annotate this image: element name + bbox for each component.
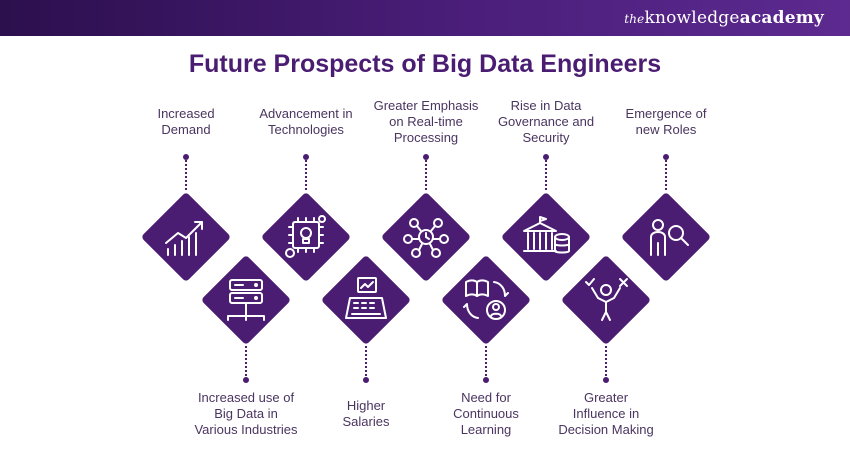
top-label-5: Emergence of new Roles	[601, 106, 731, 138]
connector-dot	[483, 377, 489, 383]
connector-dot	[603, 377, 609, 383]
connector-line	[245, 346, 247, 376]
connector-dot	[183, 154, 189, 160]
label-line: Various Industries	[194, 422, 298, 437]
connector-dot	[423, 154, 429, 160]
person-search-icon	[638, 209, 694, 265]
label-line: Increased	[157, 106, 215, 121]
label-line: Demand	[161, 122, 211, 137]
label-line: new Roles	[635, 122, 697, 137]
connector-dot	[543, 154, 549, 160]
bottom-label-1: Increased use of Big Data in Various Indus…	[181, 390, 311, 438]
connector-dot	[303, 154, 309, 160]
label-line: on Real-time	[389, 114, 463, 129]
top-label-2: Advancement in Technologies	[241, 106, 371, 138]
label-line: Influence in	[572, 406, 640, 421]
label-line: Continuous	[453, 406, 519, 421]
connector-line	[545, 160, 547, 190]
connector-dot	[363, 377, 369, 383]
label-line: Salaries	[342, 414, 390, 429]
person-decision-icon	[578, 272, 634, 328]
label-line: Greater	[583, 390, 629, 405]
connector-dot	[663, 154, 669, 160]
label-line: Security	[522, 130, 570, 145]
label-line: Emergence of	[625, 106, 707, 121]
bottom-label-2: Higher Salaries	[301, 398, 431, 430]
cash-register-icon	[338, 272, 394, 328]
label-line: Technologies	[268, 122, 344, 137]
book-person-cycle-icon	[458, 272, 514, 328]
government-database-icon	[518, 209, 574, 265]
connector-line	[425, 160, 427, 190]
label-line: Increased use of	[197, 390, 295, 405]
label-line: Rise in Data	[510, 98, 582, 113]
connector-line	[485, 346, 487, 376]
bottom-label-3: Need for Continuous Learning	[421, 390, 551, 438]
label-line: Need for	[461, 390, 511, 405]
top-label-4: Rise in Data Governance and Security	[481, 98, 611, 146]
label-line: Big Data in	[214, 406, 278, 421]
top-label-1: Increased Demand	[121, 106, 251, 138]
connector-line	[365, 346, 367, 376]
label-line: Decision Making	[558, 422, 654, 437]
top-label-3: Greater Emphasis on Real-time Processing	[361, 98, 491, 146]
chip-gear-icon	[278, 209, 334, 265]
connector-dot	[243, 377, 249, 383]
label-line: Advancement in	[259, 106, 353, 121]
servers-icon	[218, 272, 274, 328]
bottom-label-4: Greater Influence in Decision Making	[541, 390, 671, 438]
label-line: Learning	[460, 422, 512, 437]
label-line: Governance and	[497, 114, 595, 129]
page-title: Future Prospects of Big Data Engineers	[188, 50, 662, 78]
label-line: Higher	[346, 398, 386, 413]
growth-chart-icon	[158, 209, 214, 265]
header-bar: theknowledgeacademy	[0, 0, 850, 36]
network-clock-icon	[398, 209, 454, 265]
label-line: Processing	[393, 130, 459, 145]
label-line: Greater Emphasis	[373, 98, 479, 113]
connector-line	[605, 346, 607, 376]
connector-line	[305, 160, 307, 190]
brand-logo: theknowledgeacademy	[624, 8, 824, 28]
connector-line	[665, 160, 667, 190]
connector-line	[185, 160, 187, 190]
